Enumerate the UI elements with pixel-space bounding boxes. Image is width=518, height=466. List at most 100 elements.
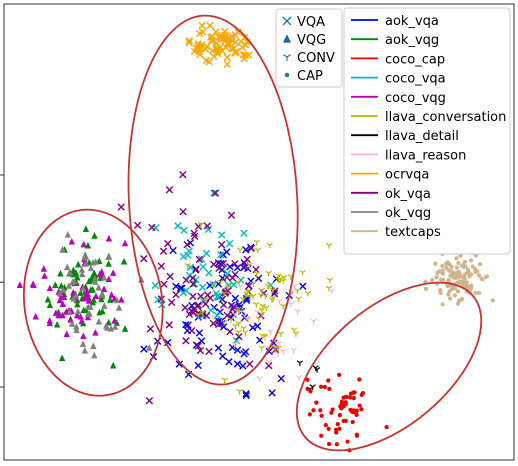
data-point-ok_vqa bbox=[189, 274, 197, 282]
data-point-coco_cap bbox=[345, 439, 350, 444]
data-point-aok_vqg bbox=[57, 269, 64, 277]
data-point-llava_conversation bbox=[246, 294, 254, 301]
legend-label-aok_vqa: aok_vqa bbox=[385, 14, 439, 29]
data-point-ok_vqa bbox=[229, 303, 238, 311]
data-point-ok_vqa bbox=[235, 333, 243, 341]
data-point-coco_vqg bbox=[59, 311, 66, 319]
data-point-llava_conversation bbox=[258, 345, 265, 352]
data-point-coco_vqa bbox=[230, 280, 238, 289]
data-point-coco_vqa bbox=[212, 289, 220, 298]
data-point-ok_vqg bbox=[87, 264, 95, 272]
data-point-textcaps bbox=[423, 286, 428, 292]
data-point-aok_vqa bbox=[277, 374, 285, 383]
data-point-aok_vqg bbox=[99, 307, 106, 315]
data-point-textcaps bbox=[450, 270, 455, 275]
data-point-llava_conversation bbox=[325, 243, 333, 249]
data-point-ok_vqg bbox=[90, 342, 97, 350]
data-point-aok_vqa bbox=[227, 313, 235, 322]
data-point-llava_conversation bbox=[232, 323, 239, 330]
data-point-llava_conversation bbox=[253, 301, 260, 308]
data-point-llava_conversation bbox=[239, 296, 247, 303]
data-point-llava_conversation bbox=[270, 295, 277, 302]
data-point-llava_conversation bbox=[254, 247, 262, 254]
data-point-aok_vqa bbox=[140, 345, 148, 353]
data-point-aok_vqa bbox=[175, 360, 184, 368]
data-point-ocrvqa bbox=[223, 60, 231, 69]
data-point-aok_vqa bbox=[164, 338, 172, 347]
data-point-textcaps bbox=[440, 268, 445, 273]
data-point-textcaps bbox=[480, 277, 485, 282]
legend-marker-conv bbox=[283, 54, 291, 61]
data-point-coco_vqg bbox=[98, 268, 105, 275]
data-point-coco_cap bbox=[326, 378, 331, 383]
data-point-aok_vqa bbox=[248, 323, 257, 332]
data-point-ok_vqa bbox=[164, 239, 172, 248]
data-point-coco_cap bbox=[334, 442, 339, 447]
data-point-ok_vqa bbox=[247, 244, 255, 253]
data-point-coco_vqg bbox=[63, 330, 70, 338]
data-point-llava_conversation bbox=[235, 321, 242, 327]
data-point-llava_conversation bbox=[184, 262, 191, 269]
data-point-llava_conversation bbox=[263, 305, 270, 311]
data-point-ocrvqa bbox=[202, 56, 211, 65]
data-point-ok_vqa bbox=[165, 186, 174, 194]
data-point-ocrvqa bbox=[185, 37, 194, 45]
data-point-textcaps bbox=[457, 271, 462, 276]
data-point-aok_vqg bbox=[105, 318, 112, 326]
data-point-aok_vqa bbox=[172, 282, 180, 291]
data-point-aok_vqa bbox=[217, 259, 225, 268]
data-point-coco_vqa bbox=[198, 283, 207, 291]
data-point-coco_cap bbox=[308, 389, 313, 394]
data-point-ocrvqa bbox=[198, 21, 206, 30]
data-point-ocrvqa bbox=[224, 40, 232, 49]
data-point-llava_conversation bbox=[259, 303, 266, 310]
data-point-ok_vqg bbox=[99, 290, 106, 298]
data-point-textcaps bbox=[469, 283, 474, 289]
data-point-coco_cap bbox=[311, 408, 316, 413]
data-point-textcaps bbox=[456, 280, 461, 285]
data-point-coco_vqg bbox=[40, 265, 47, 272]
data-point-coco_cap bbox=[318, 408, 323, 413]
data-point-coco_cap bbox=[319, 413, 324, 418]
data-point-llava_conversation bbox=[236, 247, 244, 253]
data-point-coco_vqg bbox=[121, 239, 129, 247]
data-point-textcaps bbox=[452, 293, 457, 298]
data-point-ok_vqa bbox=[166, 272, 174, 281]
data-point-llava_conversation bbox=[258, 307, 266, 314]
data-point-ok_vqg bbox=[89, 259, 97, 266]
data-point-llava_conversation bbox=[199, 309, 206, 316]
data-point-ok_vqg bbox=[65, 282, 73, 289]
data-point-llava_conversation bbox=[295, 296, 302, 302]
data-point-textcaps bbox=[454, 256, 459, 261]
data-point-coco_vqg bbox=[46, 319, 54, 327]
data-point-ok_vqg bbox=[73, 326, 80, 334]
data-point-ok_vqa bbox=[157, 295, 165, 303]
data-point-llava_reason bbox=[231, 311, 239, 318]
legend-label-coco_cap: coco_cap bbox=[385, 52, 445, 67]
data-point-llava_reason bbox=[290, 347, 297, 354]
data-point-coco_cap bbox=[349, 409, 355, 414]
data-point-coco_vqg bbox=[59, 300, 66, 308]
data-point-llava_conversation bbox=[224, 284, 232, 291]
data-point-coco_vqa bbox=[217, 231, 226, 239]
data-point-aok_vqa bbox=[176, 284, 185, 293]
data-point-coco_cap bbox=[337, 372, 342, 378]
data-point-llava_conversation bbox=[269, 287, 276, 293]
data-point-textcaps bbox=[456, 260, 461, 266]
data-point-aok_vqg bbox=[70, 266, 77, 274]
data-point-coco_vqa bbox=[205, 269, 213, 277]
data-point-aok_vqa bbox=[233, 346, 242, 354]
data-point-coco_vqa bbox=[174, 222, 182, 230]
legend-label-vqg: VQG bbox=[297, 33, 326, 48]
data-point-llava_conversation bbox=[246, 262, 253, 269]
legend-label-textcaps: textcaps bbox=[385, 225, 441, 240]
color-legend: aok_vqa aok_vqg coco_cap coco_vqa coco_vqgll… bbox=[343, 7, 511, 255]
data-point-coco_vqg bbox=[81, 294, 89, 302]
cluster-ellipse-2 bbox=[22, 208, 164, 397]
data-point-ocrvqa bbox=[185, 38, 193, 47]
data-point-ok_vqg bbox=[101, 302, 108, 309]
data-point-textcaps bbox=[470, 264, 475, 269]
data-point-textcaps bbox=[433, 261, 438, 266]
data-point-ok_vqa bbox=[190, 232, 199, 240]
data-point-ok_vqg bbox=[56, 289, 64, 297]
